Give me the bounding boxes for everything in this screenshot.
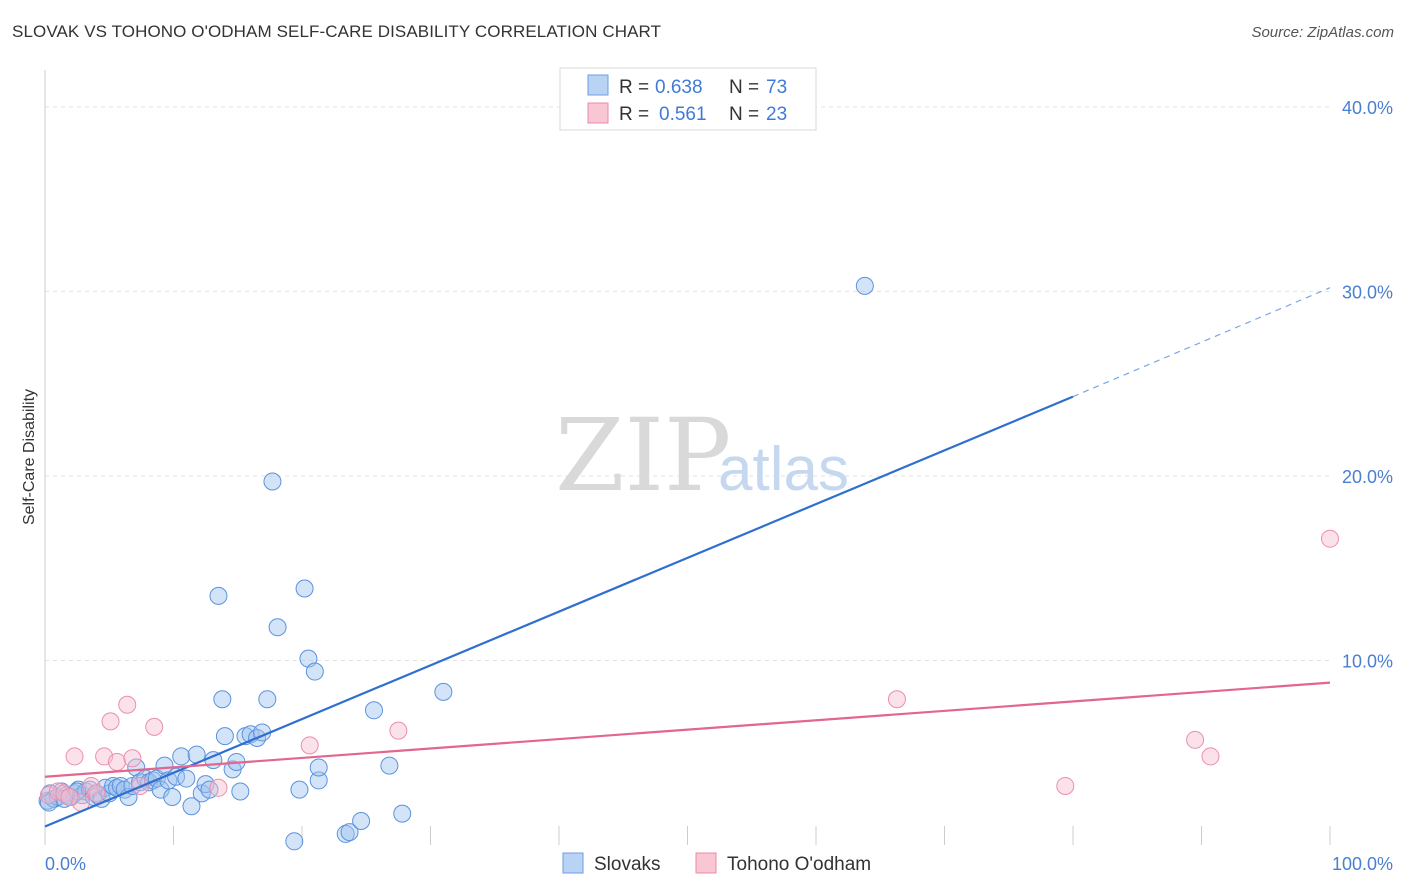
y-tick-label-1: 20.0% [1342, 467, 1393, 487]
x-tick-labels: 0.0% 100.0% [45, 854, 1393, 874]
source-label: Source: ZipAtlas.com [1251, 24, 1394, 41]
bottom-legend-swatch-tohono [695, 852, 717, 874]
y-tick-label-2: 30.0% [1342, 282, 1393, 302]
legend-swatch-slovaks [587, 74, 609, 96]
slovaks-point-67 [393, 804, 412, 823]
slovaks-point-57 [295, 579, 314, 598]
tohono-point-7 [101, 712, 120, 731]
slovaks-regression-extension [1072, 287, 1331, 398]
slovaks-point-61 [309, 758, 328, 777]
tohono-point-15 [389, 721, 408, 740]
data-points [38, 276, 1339, 851]
x-tick-label-1: 100.0% [1332, 854, 1393, 874]
slovaks-point-35 [177, 769, 196, 788]
chart-title: SLOVAK VS TOHONO O'ODHAM SELF-CARE DISAB… [12, 22, 662, 41]
axes [44, 70, 1331, 845]
bottom-legend-label-tohono: Tohono O'odham [727, 854, 871, 875]
bottom-legend-label-slovaks: Slovaks [594, 854, 661, 875]
slovaks-regression-line [44, 395, 1074, 828]
slovaks-point-65 [364, 701, 383, 720]
slovaks-point-47 [231, 782, 250, 801]
regression-lines [44, 287, 1331, 828]
slovaks-point-63 [340, 823, 359, 842]
tohono-point-16 [887, 690, 906, 709]
tohono-point-3 [65, 747, 84, 766]
slovaks-point-44 [215, 727, 234, 746]
slovaks-point-36 [182, 797, 201, 816]
legend-n-label-1: N = [729, 77, 759, 98]
tohono-point-0 [39, 786, 58, 805]
slovaks-point-56 [290, 780, 309, 799]
tohono-point-22 [87, 784, 106, 803]
tohono-point-13 [209, 778, 228, 797]
legend-r-value-tohono: 0.561 [659, 104, 707, 125]
slovaks-point-59 [305, 662, 324, 681]
y-tick-label-3: 40.0% [1342, 98, 1393, 118]
slovaks-point-60 [309, 771, 328, 790]
stats-legend: R = 0.638 N = 73 R = 0.561 N = 23 [559, 67, 817, 131]
tohono-point-18 [1186, 730, 1205, 749]
slovaks-point-34 [172, 747, 191, 766]
slovaks-point-42 [209, 586, 228, 605]
tohono-point-2 [55, 784, 74, 803]
slovaks-point-64 [352, 812, 371, 831]
watermark-zip: ZIP [555, 397, 731, 514]
slovaks-point-29 [151, 780, 170, 799]
tohono-point-17 [1056, 776, 1075, 795]
legend-r-value-slovaks: 0.638 [655, 77, 703, 98]
slovaks-point-52 [258, 690, 277, 709]
tohono-point-19 [1201, 747, 1220, 766]
x-tick-label-0: 0.0% [45, 854, 86, 874]
legend-n-value-tohono: 23 [766, 104, 787, 125]
tohono-regression-line [44, 681, 1331, 778]
legend-r-label-1: R = [619, 77, 649, 98]
tohono-point-10 [123, 749, 142, 768]
slovaks-point-53 [263, 472, 282, 491]
tohono-point-21 [60, 788, 79, 807]
series-legend: Slovaks Tohono O'odham [562, 852, 871, 875]
slovaks-point-40 [200, 780, 219, 799]
y-tick-labels: 10.0% 20.0% 30.0% 40.0% [1342, 98, 1393, 672]
slovaks-point-55 [285, 832, 304, 851]
tohono-point-9 [118, 695, 137, 714]
y-axis-label: Self-Care Disability [21, 389, 38, 525]
tohono-point-1 [48, 782, 67, 801]
tohono-point-12 [145, 717, 164, 736]
slovaks-point-66 [380, 756, 399, 775]
legend-r-label-2: R = [619, 104, 649, 125]
slovaks-point-32 [163, 788, 182, 807]
slovaks-point-54 [268, 618, 287, 637]
slovaks-point-30 [155, 756, 174, 775]
y-tick-label-0: 10.0% [1342, 651, 1393, 671]
legend-swatch-tohono [587, 102, 609, 124]
legend-n-label-2: N = [729, 104, 759, 125]
tohono-point-8 [107, 752, 126, 771]
bottom-legend-swatch-slovaks [562, 852, 584, 874]
slovaks-point-43 [213, 690, 232, 709]
tohono-point-20 [1321, 529, 1339, 548]
tohono-point-14 [300, 736, 319, 755]
watermark-atlas: atlas [718, 435, 849, 504]
legend-n-value-slovaks: 73 [766, 77, 787, 98]
slovaks-point-69 [855, 276, 874, 295]
grid-lines [45, 106, 1330, 661]
watermark: ZIP atlas [555, 397, 849, 514]
slovaks-point-68 [434, 682, 453, 701]
